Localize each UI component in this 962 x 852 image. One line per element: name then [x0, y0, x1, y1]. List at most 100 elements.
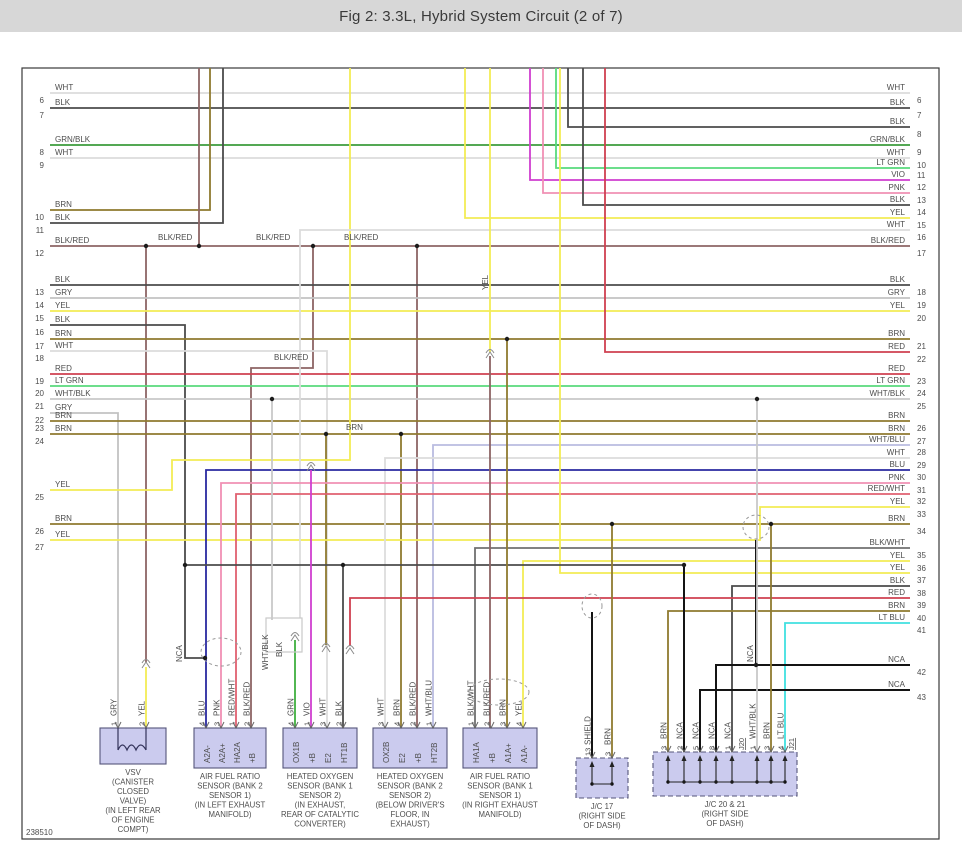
left-pin-wire-color: BRN: [55, 514, 72, 523]
left-pin-wire-color: BLK: [55, 213, 71, 222]
component-caption: (IN LEFT EXHAUST: [195, 801, 266, 810]
right-pin-number: 27: [917, 437, 926, 446]
jc-arrowhead-icon: [768, 755, 774, 761]
jc-arrowhead-icon: [713, 755, 719, 761]
pin-name: A2A+: [218, 743, 227, 763]
left-pin-wire-color: GRY: [55, 403, 73, 412]
component-caption: OF DASH): [583, 821, 621, 830]
right-pin-wire-color: BLU: [889, 460, 905, 469]
left-pin-wire-color: WHT: [55, 341, 73, 350]
jc-tag-label: J21: [787, 738, 796, 750]
component-box-jc-17: [575, 757, 629, 799]
right-pin-number: 37: [917, 576, 926, 585]
left-pin-wire-color: BLK/RED: [55, 236, 89, 245]
pin-wire-color: NCA: [676, 721, 685, 739]
pin-number: 4: [287, 722, 296, 726]
junction-dot: [754, 396, 760, 402]
right-pin-number: 32: [917, 497, 926, 506]
right-pin-number: 12: [917, 183, 926, 192]
right-pin-number: 21: [917, 342, 926, 351]
junction-dot: [768, 521, 774, 527]
pin-wire-color: NCA: [724, 721, 733, 739]
junction-dot: [398, 431, 404, 437]
component-box-afr-b2s1: [193, 727, 267, 769]
component-box-ho2s-b2s2: [372, 727, 448, 769]
left-pin-wire-color: WHT/BLK: [55, 389, 91, 398]
pin-number: 1: [749, 746, 758, 750]
component-caption: (CANISTER: [112, 778, 154, 787]
figure-title: Fig 2: 3.3L, Hybrid System Circuit (2 of…: [339, 7, 623, 25]
left-pin-number: 16: [35, 328, 44, 337]
splice-chevron-icon: [290, 634, 300, 642]
pin-wire-color: BLK/RED: [243, 682, 252, 716]
pin-number: 13: [584, 748, 593, 756]
right-pin-number: 17: [917, 249, 926, 258]
right-pin-number: 7: [917, 111, 922, 120]
pin-fork-icon: [753, 745, 761, 754]
right-pin-number: 6: [917, 96, 922, 105]
jc-arrowhead-icon: [609, 761, 615, 767]
right-pin-wire-color: NCA: [888, 680, 906, 689]
pin-fork-icon: [202, 721, 210, 730]
right-pin-number: 22: [917, 355, 926, 364]
pin-fork-icon: [608, 751, 616, 760]
right-pin-wire-color: BRN: [888, 411, 905, 420]
splice-chevron-icon: [321, 645, 331, 653]
right-pin-wire-color: NCA: [888, 655, 906, 664]
pin-number: 2: [243, 722, 252, 726]
wire-brn: [667, 610, 910, 752]
component-caption: AIR FUEL RATIO: [200, 772, 260, 781]
splice-arc-icon: [290, 632, 300, 637]
wire-inline-label: NCA: [175, 644, 184, 662]
right-pin-number: 30: [917, 473, 926, 482]
left-pin-number: 11: [36, 226, 45, 235]
pin-fork-icon: [323, 721, 331, 730]
pin-wire-color: PNK: [213, 699, 222, 716]
pin-name: +B: [414, 753, 423, 763]
right-pin-number: 31: [917, 486, 926, 495]
left-pin-wire-color: WHT: [55, 83, 73, 92]
pin-fork-icon: [471, 721, 479, 730]
pin-wire-color: NCA: [692, 721, 701, 739]
pin-fork-icon: [487, 721, 495, 730]
right-pin-number: 16: [917, 233, 926, 242]
pin-number: 3: [499, 722, 508, 726]
pin-wire-color: RED/WHT: [228, 679, 237, 716]
pin-fork-icon: [413, 721, 421, 730]
junction-dot: [182, 562, 188, 568]
pin-fork-icon: [381, 721, 389, 730]
right-pin-wire-color: BLK: [890, 275, 906, 284]
pin-wire-color: WHT: [319, 698, 328, 716]
component-caption: SENSOR 1): [209, 791, 251, 800]
left-pin-number: 15: [35, 314, 44, 323]
component-caption: (IN EXHAUST,: [295, 801, 346, 810]
pin-number: 1: [425, 722, 434, 726]
left-pin-number: 9: [40, 161, 45, 170]
pin-wire-color: GRN: [287, 698, 296, 716]
component-caption: J/C 17: [591, 802, 614, 811]
wire-yel: [50, 506, 910, 541]
left-pin-wire-color: RED: [55, 364, 72, 373]
left-pin-wire-color: YEL: [55, 301, 71, 310]
wire-inline-label: BLK/RED: [256, 233, 290, 242]
left-pin-wire-color: BRN: [55, 411, 72, 420]
right-pin-wire-color: BLK: [890, 98, 906, 107]
component-caption: AIR FUEL RATIO: [470, 772, 530, 781]
shield-symbol: [468, 678, 530, 706]
right-pin-wire-color: BRN: [888, 601, 905, 610]
component-caption: SENSOR (BANK 1: [467, 782, 532, 791]
junction-dot: [414, 243, 420, 249]
pin-number: 2: [483, 722, 492, 726]
right-pin-wire-color: YEL: [890, 497, 906, 506]
figure-number: 238510: [26, 828, 53, 837]
right-pin-wire-color: YEL: [890, 551, 906, 560]
component-caption: SENSOR 1): [479, 791, 521, 800]
right-pin-wire-color: WHT/BLU: [869, 435, 905, 444]
jc-tag-label: J20: [737, 738, 746, 750]
component-caption: OF ENGINE: [112, 816, 155, 825]
pin-number: 3: [319, 722, 328, 726]
right-pin-number: 25: [917, 402, 926, 411]
pin-number: 4: [777, 746, 786, 750]
component-caption: FLOOR, IN: [391, 810, 430, 819]
wire-red: [604, 68, 910, 353]
